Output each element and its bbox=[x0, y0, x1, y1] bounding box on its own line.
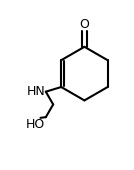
Text: HN: HN bbox=[26, 84, 45, 98]
Text: HO: HO bbox=[26, 118, 45, 131]
Text: O: O bbox=[79, 18, 89, 31]
